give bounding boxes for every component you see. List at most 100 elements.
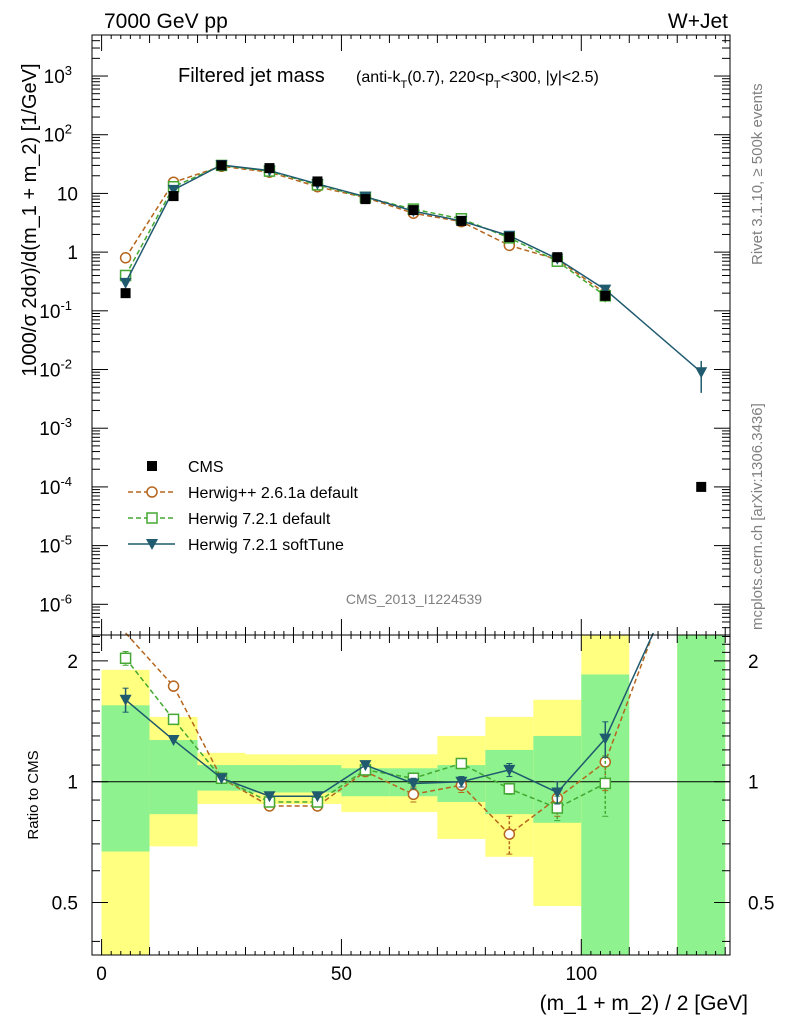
y-tick-label-base: 1 [67, 243, 78, 264]
ratio-point [407, 778, 420, 790]
ratio-point [167, 735, 180, 747]
subtitle-part-b: (0.7), 220<p [407, 69, 494, 86]
x-tick-labels: 0 50 100 [96, 964, 597, 985]
data-point [167, 184, 180, 196]
ratio-y-tick-label-right: 2 [748, 652, 759, 673]
ratio-point [119, 652, 132, 665]
ratio-point [311, 791, 324, 803]
ratio-point [551, 802, 564, 814]
ratio-y-tick-label: 0.5 [52, 894, 78, 915]
y-tick-label-base: 10 [44, 126, 65, 147]
data-point-cms [600, 290, 611, 301]
legend-marker [146, 486, 158, 498]
chart-title: Filtered jet mass [178, 65, 325, 87]
ratio-point [167, 680, 180, 692]
y-tick-label-base: 10 [57, 184, 78, 205]
data-point-cms [504, 232, 515, 243]
legend-label: CMS [188, 459, 224, 476]
y-tick-label: 103 [44, 63, 72, 88]
band-inner [245, 765, 294, 793]
data-point-cms [312, 176, 323, 187]
y-tick-label: 1 [67, 243, 78, 264]
data-point-cms [216, 160, 227, 171]
y-tick-label-base: 10 [39, 478, 60, 499]
x-tick-label: 0 [96, 964, 107, 985]
ratio-point [455, 757, 468, 770]
y-tick-label-exponent: -5 [60, 533, 72, 548]
data-point-cms [264, 163, 275, 174]
ratio-point [503, 764, 516, 776]
ratio-point [167, 713, 180, 726]
data-point-cms [120, 288, 131, 299]
y-tick-label: 10-2 [39, 357, 72, 382]
legend-label: Herwig 7.2.1 softTune [188, 537, 344, 554]
header-left: 7000 GeV pp [104, 10, 228, 33]
ratio-point [263, 791, 276, 803]
ratio-point [503, 828, 516, 840]
y-tick-label-exponent: -3 [60, 415, 72, 430]
legend-label: Herwig++ 2.6.1a default [188, 485, 358, 502]
y-tick-label-base: 10 [39, 361, 60, 382]
ratio-y-tick-label-right: 0.5 [748, 894, 774, 915]
data-point-cms [696, 481, 707, 492]
chart-subtitle: (anti-kT(0.7), 220<pT<300, |y|<2.5) [356, 69, 599, 91]
y-tick-label-exponent: -2 [60, 357, 72, 372]
y-tick-label-base: 10 [39, 595, 60, 616]
y-tick-label: 10-3 [39, 415, 72, 440]
main-series-layer [119, 159, 708, 492]
data-point [599, 284, 612, 296]
ratio-line-0 [125, 632, 654, 836]
y-tick-label-base: 10 [39, 419, 60, 440]
ratio-plot-area: 0.5 0.5 1 1 2 2 [52, 632, 774, 956]
main-y-axis-label: 1000/σ 2dσ)/d(m_1 + m_2) [1/GeV] [19, 63, 41, 376]
legend-marker [147, 461, 157, 471]
data-point-cms [168, 191, 179, 202]
ratio-point [119, 694, 132, 706]
series-line-2 [124, 164, 702, 373]
header-right: W+Jet [668, 10, 728, 33]
y-tick-label: 10-5 [39, 533, 72, 558]
data-point-cms [408, 205, 419, 216]
y-tick-label-exponent: -6 [60, 591, 72, 606]
band-inner [677, 635, 726, 955]
subtitle-part-a: (anti-k [356, 69, 401, 86]
band-inner [293, 765, 342, 793]
y-tick-label-exponent: 2 [65, 122, 72, 137]
y-tick-label-exponent: -1 [60, 298, 72, 313]
ratio-y-tick-label: 1 [67, 773, 78, 794]
data-point-cms [456, 215, 467, 226]
band-inner [101, 705, 150, 852]
x-tick-label: 50 [331, 964, 352, 985]
data-point-cms [360, 194, 371, 205]
ratio-line-2 [125, 632, 654, 797]
x-tick-label: 100 [565, 964, 597, 985]
ratio-point [407, 788, 420, 801]
y-tick-label: 102 [44, 122, 72, 147]
data-point-cms [552, 252, 563, 263]
data-point [119, 277, 132, 289]
ratio-point [455, 776, 468, 788]
ratio-point [503, 783, 516, 795]
y-tick-label-exponent: -4 [60, 474, 72, 489]
band-inner [581, 674, 630, 955]
subtitle-part-sub2: T [494, 79, 501, 91]
mcplots-label: mcplots.cern.ch [arXiv:1306.3436] [749, 403, 766, 630]
subtitle-part-c: <300, |y|<2.5) [501, 69, 599, 86]
series-line-0 [124, 165, 606, 294]
y-tick-label-base: 10 [44, 67, 65, 88]
y-tick-label: 10-4 [39, 474, 72, 499]
ratio-point [215, 773, 228, 785]
series-line-1 [124, 164, 606, 297]
ratio-frame [91, 634, 731, 956]
legend-marker [146, 512, 158, 524]
ratio-y-axis-label: Ratio to CMS [25, 750, 42, 839]
subtitle-part-sub1: T [400, 79, 407, 91]
y-tick-label: 10-6 [39, 591, 72, 616]
y-tick-label-base: 10 [39, 302, 60, 323]
legend-marker [146, 539, 158, 550]
ratio-y-tick-label-right: 1 [748, 773, 759, 794]
y-tick-label-exponent: 3 [65, 63, 72, 78]
